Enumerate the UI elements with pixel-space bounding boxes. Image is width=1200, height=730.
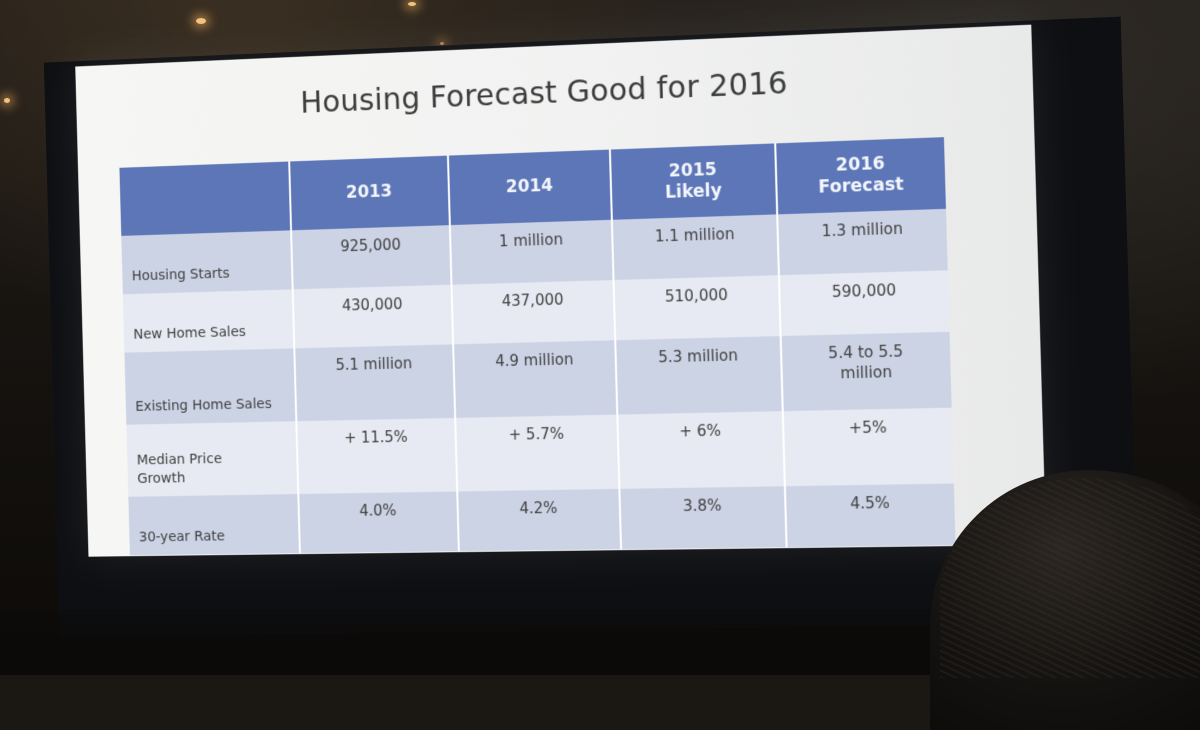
cell-2014: 437,000 — [451, 280, 616, 345]
cell-2014: 4.2% — [457, 488, 622, 552]
ceiling-light — [440, 42, 444, 45]
header-corner-cell — [119, 161, 292, 236]
header-2013: 2013 — [289, 155, 450, 231]
ceiling-light — [408, 2, 416, 6]
cell-2013: 5.1 million — [294, 344, 456, 422]
table-row-30-year-rate: 30-year Rate 4.0% 4.2% 3.8% 4.5% — [128, 483, 956, 556]
cell-2014: 1 million — [449, 219, 614, 285]
row-label: New Home Sales — [122, 289, 295, 353]
row-label: Existing Home Sales — [124, 348, 297, 425]
cell-2016-line2: million — [840, 363, 893, 383]
cell-2013: + 11.5% — [296, 417, 458, 495]
cell-2015: + 6% — [617, 411, 785, 489]
cell-2014: 4.9 million — [453, 340, 618, 418]
housing-forecast-table: 2013 2014 2015 Likely 2016 Forecast Hous… — [119, 137, 956, 556]
row-label-line2: Growth — [137, 470, 186, 487]
cell-2013: 925,000 — [291, 225, 452, 290]
cell-2016: 5.4 to 5.5 million — [780, 331, 952, 412]
cell-2013: 430,000 — [292, 284, 454, 349]
cell-2014: + 5.7% — [455, 414, 620, 492]
row-label: Housing Starts — [121, 230, 293, 295]
header-2016: 2016 Forecast — [775, 137, 946, 215]
cell-2013: 4.0% — [298, 491, 459, 554]
header-2014: 2014 — [447, 149, 612, 226]
cell-2015: 5.3 million — [615, 336, 783, 415]
cell-2015: 3.8% — [619, 486, 787, 550]
row-label: 30-year Rate — [128, 494, 300, 556]
row-label: Median Price Growth — [126, 421, 299, 497]
ceiling-light — [4, 98, 10, 103]
header-2015-qualifier: Likely — [664, 180, 723, 203]
header-2016-year: 2016 — [835, 153, 886, 176]
cell-2016-line1: 5.4 to 5.5 — [828, 342, 904, 363]
header-2013-label: 2013 — [345, 181, 393, 204]
header-2016-qualifier: Forecast — [818, 174, 904, 198]
cell-2016: 590,000 — [778, 270, 950, 337]
cell-2015: 1.1 million — [611, 214, 779, 281]
header-2015-year: 2015 — [668, 159, 718, 182]
cell-2016: 4.5% — [784, 483, 956, 548]
header-2015: 2015 Likely — [609, 143, 778, 220]
cell-2015: 510,000 — [613, 275, 781, 341]
spectator-hair — [940, 478, 1200, 678]
ceiling-light — [196, 18, 206, 24]
cell-2016: +5% — [782, 407, 954, 487]
row-label-line1: Median Price — [136, 451, 223, 469]
presentation-slide: Housing Forecast Good for 2016 2013 2014… — [75, 24, 1047, 557]
cell-2016: 1.3 million — [777, 208, 948, 276]
header-2014-label: 2014 — [505, 176, 554, 198]
slide-title: Housing Forecast Good for 2016 — [299, 65, 789, 121]
